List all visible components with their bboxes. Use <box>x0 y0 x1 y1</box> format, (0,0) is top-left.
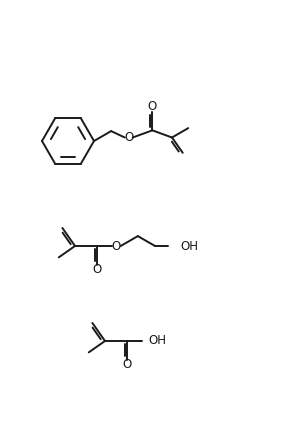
Text: O: O <box>92 263 102 276</box>
Text: OH: OH <box>180 239 198 253</box>
Text: O: O <box>124 131 133 144</box>
Text: OH: OH <box>148 335 166 348</box>
Text: O: O <box>148 100 157 113</box>
Text: O: O <box>122 358 132 371</box>
Text: O: O <box>111 239 120 253</box>
